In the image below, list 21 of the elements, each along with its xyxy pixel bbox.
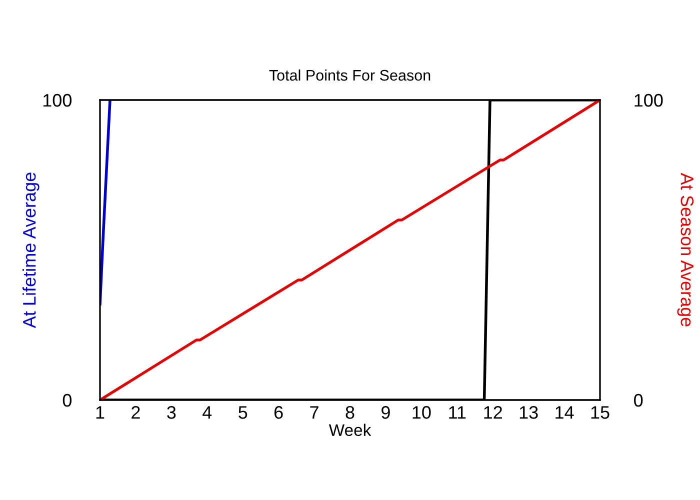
y-axis-title: At Lifetime Average xyxy=(22,172,40,328)
x-tick-label: 11 xyxy=(449,406,466,419)
chart-title: Total Points For Season xyxy=(269,69,430,81)
x-tick-label: 10 xyxy=(412,406,431,419)
x-tick-label: 2 xyxy=(132,406,140,419)
y2-tick-label: 0 xyxy=(634,394,643,407)
x-axis-title: Week xyxy=(328,424,372,436)
x-tick-label: 3 xyxy=(167,406,176,419)
y2-axis-title: At Season Average xyxy=(677,172,694,326)
x-tick-label: 12 xyxy=(484,406,502,419)
x-tick-label: 9 xyxy=(382,406,390,419)
x-tick-label: 5 xyxy=(238,406,248,419)
x-tick-label: 1 xyxy=(96,406,104,419)
x-tick-label: 15 xyxy=(591,406,610,419)
y2-tick-label: 100 xyxy=(634,94,663,107)
x-tick-label: 4 xyxy=(202,406,212,419)
x-tick-label: 14 xyxy=(556,406,574,419)
x-tick-label: 13 xyxy=(520,406,538,419)
x-tick-label: 8 xyxy=(346,406,354,419)
x-tick-label: 6 xyxy=(274,406,283,419)
x-tick-label: 7 xyxy=(310,406,318,419)
